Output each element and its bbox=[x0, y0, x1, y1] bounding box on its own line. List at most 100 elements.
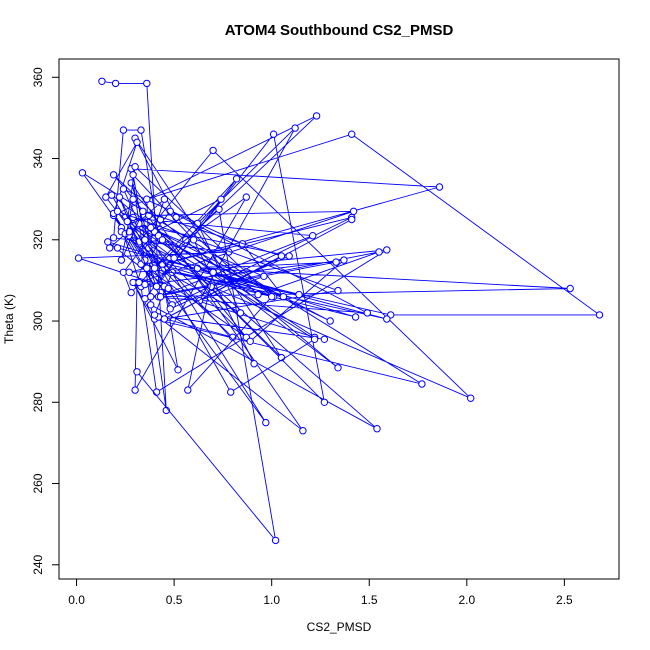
data-point bbox=[217, 195, 225, 203]
data-point bbox=[215, 205, 223, 214]
data-point bbox=[271, 536, 280, 545]
data-point bbox=[348, 130, 356, 138]
data-point bbox=[277, 252, 286, 260]
data-point bbox=[78, 169, 87, 177]
data-point bbox=[133, 368, 141, 376]
data-point bbox=[268, 293, 276, 301]
data-point bbox=[326, 317, 334, 325]
data-point bbox=[147, 223, 155, 232]
data-point bbox=[351, 313, 360, 321]
data-point bbox=[189, 236, 198, 244]
data-point bbox=[119, 185, 128, 193]
x-tick-label: 2.5 bbox=[556, 593, 573, 607]
data-point bbox=[299, 427, 307, 435]
x-tick-label: 1.0 bbox=[263, 593, 280, 607]
data-point bbox=[349, 207, 358, 216]
data-point bbox=[566, 284, 574, 293]
data-point bbox=[135, 278, 143, 287]
data-point bbox=[285, 252, 293, 260]
data-point bbox=[172, 213, 180, 222]
y-tick-label: 240 bbox=[31, 554, 45, 574]
data-point bbox=[269, 130, 278, 138]
data-point bbox=[170, 254, 178, 262]
data-point bbox=[104, 238, 112, 246]
y-tick-label: 280 bbox=[31, 392, 45, 412]
data-point bbox=[150, 311, 159, 319]
data-point bbox=[246, 337, 254, 345]
data-point bbox=[147, 301, 155, 309]
data-point bbox=[127, 288, 135, 297]
data-point bbox=[363, 309, 371, 317]
data-point bbox=[373, 425, 381, 433]
data-point bbox=[141, 236, 149, 244]
y-tick-label: 300 bbox=[31, 311, 45, 331]
data-point bbox=[115, 193, 124, 201]
data-point bbox=[131, 386, 139, 394]
data-point bbox=[236, 309, 245, 317]
data-point bbox=[309, 232, 317, 240]
data-point bbox=[109, 171, 118, 179]
data-point bbox=[207, 282, 215, 291]
data-point bbox=[174, 366, 182, 374]
chart-title: ATOM4 Southbound CS2_PMSD bbox=[225, 22, 454, 39]
data-point bbox=[312, 112, 321, 120]
y-tick-label: 320 bbox=[31, 229, 45, 249]
data-point bbox=[158, 236, 167, 244]
data-point bbox=[295, 290, 303, 299]
data-point bbox=[156, 293, 165, 301]
data-point bbox=[467, 394, 475, 402]
data-point bbox=[141, 295, 149, 303]
data-point bbox=[113, 207, 122, 216]
y-tick-label: 260 bbox=[31, 473, 45, 493]
plot-area bbox=[74, 77, 604, 545]
data-point bbox=[166, 305, 174, 313]
data-point bbox=[117, 256, 126, 264]
y-tick-label: 340 bbox=[31, 148, 45, 168]
data-point bbox=[111, 79, 120, 88]
x-axis-label: CS2_PMSD bbox=[307, 620, 372, 634]
data-point bbox=[184, 386, 192, 394]
data-point bbox=[209, 268, 217, 276]
data-point bbox=[166, 207, 174, 216]
data-point bbox=[332, 258, 340, 266]
data-point bbox=[152, 282, 161, 291]
data-point bbox=[383, 246, 391, 254]
data-point bbox=[106, 244, 114, 252]
x-tick-label: 0.0 bbox=[68, 593, 85, 607]
data-point bbox=[310, 335, 319, 343]
data-point bbox=[152, 388, 161, 396]
data-point bbox=[242, 193, 251, 201]
x-axis: 0.0 0.5 1.0 1.5 2.0 2.5 bbox=[68, 578, 573, 607]
data-point bbox=[143, 195, 151, 203]
data-point bbox=[143, 79, 151, 88]
data-point bbox=[129, 171, 137, 179]
data-point bbox=[125, 268, 133, 276]
data-point bbox=[320, 335, 329, 343]
data-point bbox=[418, 380, 426, 388]
data-point bbox=[109, 234, 118, 242]
data-point bbox=[143, 264, 151, 272]
data-point bbox=[164, 284, 173, 293]
data-point bbox=[113, 244, 122, 252]
data-point bbox=[129, 195, 137, 203]
data-point bbox=[254, 290, 262, 299]
data-point bbox=[375, 248, 383, 256]
data-point bbox=[334, 364, 342, 372]
data-point bbox=[227, 388, 235, 396]
y-axis: 240 260 280 300 320 340 360 bbox=[31, 67, 60, 575]
data-point bbox=[383, 315, 391, 323]
data-point bbox=[209, 146, 217, 155]
data-point bbox=[139, 207, 147, 216]
data-point bbox=[137, 126, 145, 134]
data-point bbox=[160, 195, 169, 203]
data-point bbox=[102, 193, 110, 201]
data-point bbox=[133, 138, 141, 147]
data-point bbox=[595, 311, 604, 319]
y-tick-label: 360 bbox=[31, 67, 45, 87]
data-point bbox=[291, 124, 299, 132]
data-point bbox=[119, 126, 128, 134]
data-point bbox=[435, 183, 444, 191]
plot-frame bbox=[58, 58, 620, 580]
series-line bbox=[78, 80, 601, 432]
